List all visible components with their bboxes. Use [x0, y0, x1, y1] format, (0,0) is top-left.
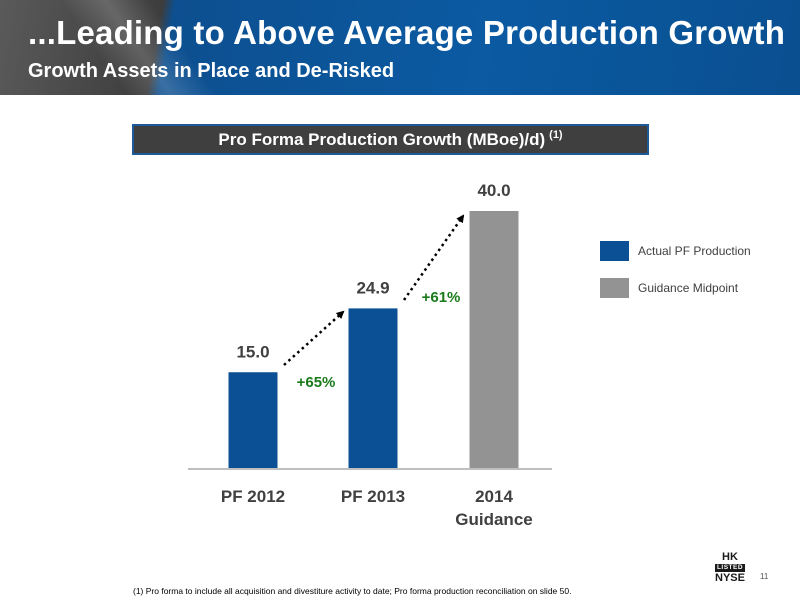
hk-nyse-listed-logo: HK LISTED NYSE: [712, 552, 748, 584]
category-label-1: PF 2012: [221, 487, 285, 506]
bar-1: [228, 372, 278, 469]
category-label-2: PF 2013: [341, 487, 405, 506]
chart-title: Pro Forma Production Growth (MBoe)/d): [218, 129, 546, 149]
logo-bottom-text: NYSE: [715, 572, 745, 584]
chart-title-box: Pro Forma Production Growth (MBoe)/d) (1): [132, 124, 649, 155]
legend-swatch-1: [600, 241, 629, 261]
category-label-3-line-2: Guidance: [455, 510, 532, 529]
logo-middle-text: LISTED: [715, 564, 745, 572]
chart-title-footnote-ref: (1): [549, 128, 563, 141]
value-label-2: 24.9: [356, 278, 389, 297]
page-number: 11: [760, 572, 769, 581]
category-label-3-line-1: 2014: [475, 487, 513, 506]
footnote: (1) Pro forma to include all acquisition…: [133, 586, 572, 596]
slide-subtitle: Growth Assets in Place and De-Risked: [28, 60, 395, 82]
slide-title: ...Leading to Above Average Production G…: [28, 14, 786, 51]
growth-arrow-2: [402, 214, 465, 301]
growth-label-2: +61%: [422, 289, 461, 306]
value-label-3: 40.0: [477, 181, 510, 200]
legend-swatch-2: [600, 278, 629, 298]
bar-3: [469, 211, 519, 469]
growth-label-1: +65%: [297, 374, 336, 391]
legend-label-1: Actual PF Production: [638, 244, 751, 258]
slide-header: ...Leading to Above Average Production G…: [0, 0, 800, 95]
bar-2: [348, 308, 398, 469]
legend-label-2: Guidance Midpoint: [638, 281, 739, 295]
value-label-1: 15.0: [236, 342, 269, 361]
growth-arrow-1: [283, 310, 345, 366]
logo-top-text: HK: [722, 551, 738, 563]
